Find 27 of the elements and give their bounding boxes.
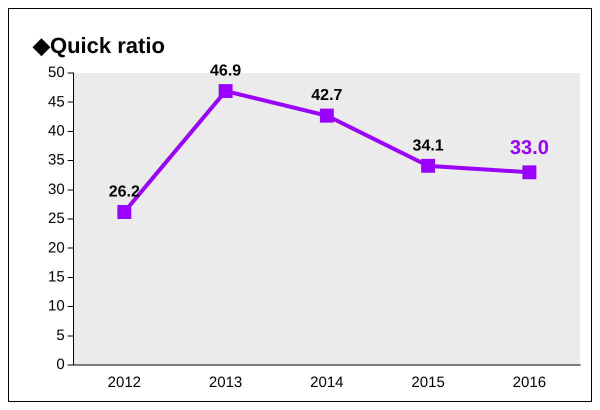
x-tick-label: 2012 bbox=[108, 374, 142, 392]
x-tick-label: 2015 bbox=[411, 374, 445, 392]
point bbox=[117, 205, 132, 219]
data-label: 33.0 bbox=[510, 136, 549, 159]
y-tick-label: 5 bbox=[56, 326, 65, 344]
y-tick-label: 45 bbox=[48, 93, 65, 110]
y-tick-label: 40 bbox=[48, 122, 65, 140]
point bbox=[522, 165, 536, 180]
x-tick-label: 2013 bbox=[208, 374, 242, 392]
y-tick-label: 10 bbox=[48, 298, 65, 315]
x-tick-label: 2016 bbox=[512, 374, 546, 392]
data-label: 26.2 bbox=[108, 183, 140, 200]
point bbox=[421, 158, 436, 173]
data-label: 46.9 bbox=[210, 62, 242, 80]
y-tick-label: 20 bbox=[48, 239, 65, 256]
y-tick-label: 0 bbox=[56, 356, 65, 374]
y-tick-label: 35 bbox=[48, 152, 65, 169]
x-tick-label: 2014 bbox=[310, 374, 344, 392]
data-label: 42.7 bbox=[311, 87, 343, 104]
y-tick-label: 50 bbox=[48, 64, 65, 82]
y-tick-label: 15 bbox=[48, 268, 65, 286]
y-tick-label: 30 bbox=[48, 180, 65, 198]
y-tick-label: 25 bbox=[48, 210, 65, 228]
data-label: 34.1 bbox=[412, 137, 444, 154]
point bbox=[320, 108, 334, 123]
point bbox=[218, 84, 233, 98]
chart-title: ◆Quick ratio bbox=[33, 33, 165, 59]
